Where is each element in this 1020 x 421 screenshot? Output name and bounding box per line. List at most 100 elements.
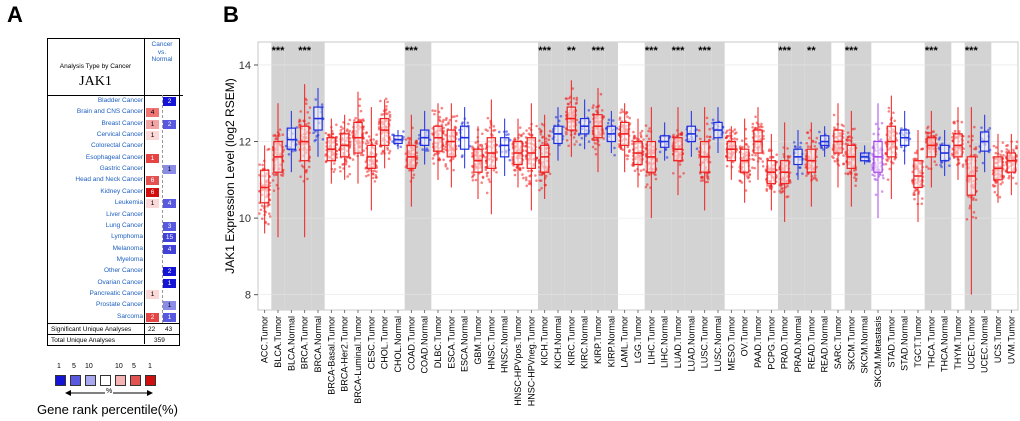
underexpression-cell: 2 [163, 119, 176, 129]
data-point [482, 155, 485, 158]
data-point [852, 169, 856, 172]
cancer-label[interactable]: Colorectal Cancer [90, 142, 143, 150]
data-point [833, 126, 836, 129]
data-point [299, 175, 302, 179]
significance-shade [551, 42, 565, 310]
x-tick-label: KICH.Normal [553, 316, 563, 369]
x-tick-label: ESCA.Tumor [446, 316, 456, 369]
data-point [733, 137, 736, 140]
data-point [522, 132, 525, 135]
cancer-label[interactable]: Brain and CNS Cancer [76, 108, 143, 116]
data-point [557, 119, 561, 123]
cancer-row: Gastric Cancer 1 [48, 164, 179, 175]
cancer-label[interactable]: Lung Cancer [105, 221, 143, 229]
cancer-label[interactable]: Cervical Cancer [96, 131, 143, 139]
x-tick-label: HNSC.Normal [500, 316, 510, 373]
data-point [298, 123, 301, 127]
box [819, 135, 830, 146]
underexpression-cell: 1 [163, 278, 176, 288]
data-point [878, 173, 882, 176]
x-tick-label: SKCM.Tumor [846, 316, 856, 370]
data-point [975, 155, 979, 158]
data-point [345, 160, 348, 164]
data-point [335, 123, 338, 127]
data-point [404, 138, 408, 141]
data-point [854, 179, 858, 183]
significance-stars: ** [807, 45, 816, 57]
data-point [678, 163, 682, 166]
significance-stars: *** [778, 45, 792, 57]
cancer-label[interactable]: Bladder Cancer [97, 97, 143, 104]
data-point [606, 121, 610, 125]
cancer-label[interactable]: Prostate Cancer [96, 301, 143, 309]
data-point [305, 98, 308, 102]
data-point [267, 147, 271, 151]
cancer-label[interactable]: Breast Cancer [101, 119, 143, 127]
data-point [813, 144, 817, 148]
data-point [915, 188, 919, 192]
data-point [695, 147, 699, 150]
data-point [258, 212, 261, 215]
cancer-label[interactable]: Gastric Cancer [99, 165, 143, 173]
data-point [453, 115, 456, 118]
data-point [375, 170, 378, 173]
cancer-label[interactable]: Melanoma [112, 244, 143, 252]
x-tick-label: BLCA.Normal [286, 316, 296, 371]
cancer-label[interactable]: Sarcoma [116, 312, 143, 320]
data-point [792, 140, 796, 144]
data-point [853, 176, 856, 179]
cancer-label[interactable]: Pancreatic Cancer [89, 289, 143, 297]
cancer-label[interactable]: Esophageal Cancer [85, 153, 143, 161]
data-point [442, 126, 445, 130]
data-point [562, 125, 565, 129]
cancer-label[interactable]: Head and Neck Cancer [75, 176, 143, 184]
data-point [268, 203, 271, 206]
underexpression-cell: 1 [163, 165, 176, 175]
data-point [882, 176, 885, 180]
data-point [672, 133, 675, 137]
data-point [708, 135, 712, 139]
cancer-label[interactable]: Leukemia [114, 199, 143, 207]
cancer-label[interactable]: Lymphoma [111, 233, 143, 241]
data-point [935, 163, 938, 167]
box [499, 137, 510, 158]
data-point [672, 171, 675, 175]
box [926, 137, 937, 158]
data-point [444, 145, 447, 149]
data-point [320, 103, 324, 106]
data-point [324, 154, 327, 157]
data-point [740, 139, 744, 142]
data-point [1005, 144, 1008, 148]
data-point [986, 129, 990, 132]
data-point [632, 137, 636, 140]
data-point [814, 177, 818, 180]
x-tick-label: KICH.Tumor [540, 316, 550, 366]
sig-up: 22 [148, 326, 156, 333]
x-tick-label: DLBC.Tumor [433, 316, 443, 368]
cancer-label[interactable]: Ovarian Cancer [97, 278, 143, 286]
total-label: Total Unique Analyses [51, 337, 115, 344]
cancer-label[interactable]: Other Cancer [103, 267, 143, 275]
data-point [278, 128, 282, 131]
data-point [653, 172, 656, 176]
data-point [404, 165, 408, 169]
cancer-label[interactable]: Myeloma [116, 255, 143, 263]
data-point [708, 127, 711, 131]
data-point [992, 144, 996, 148]
underexpression-cell: 15 [163, 233, 176, 243]
data-point [846, 172, 850, 175]
data-point [626, 154, 630, 158]
data-point [988, 127, 992, 130]
data-point [492, 129, 495, 132]
cancer-label[interactable]: Liver Cancer [106, 210, 143, 218]
data-point [804, 166, 808, 169]
data-point [924, 130, 928, 134]
cancer-label[interactable]: Kidney Cancer [100, 187, 143, 195]
data-point [539, 130, 542, 134]
data-point [657, 140, 661, 143]
data-point [766, 184, 769, 187]
underexpression-cell [163, 176, 176, 185]
data-point [733, 128, 737, 131]
data-point [437, 118, 441, 121]
x-tick-label: HNSC-HPVpos.Tumor [513, 316, 523, 406]
